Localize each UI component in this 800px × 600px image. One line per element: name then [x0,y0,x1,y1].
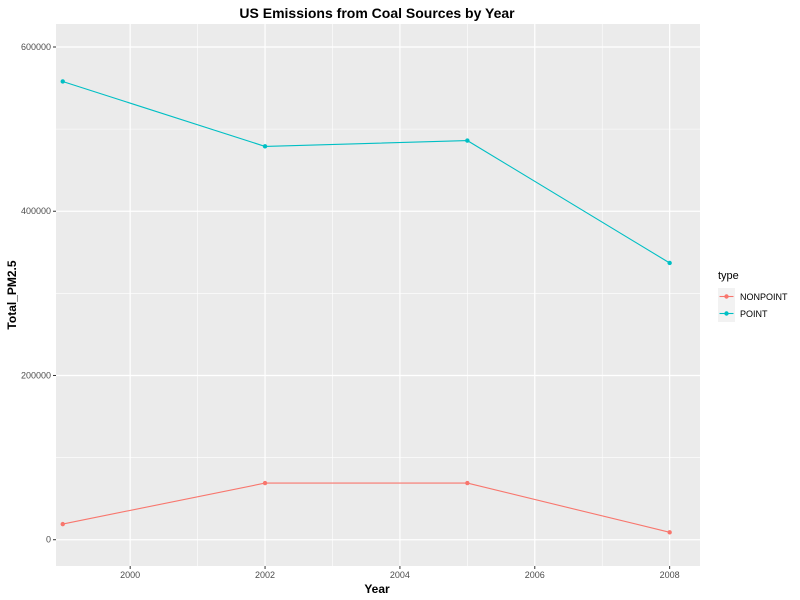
grid-layer [56,24,700,566]
nonpoint-series-line [62,482,670,533]
point-data-point [667,260,672,266]
legend-title: type [718,270,739,282]
nonpoint-legend-point [724,294,729,299]
y-tick-label: 600000 [21,42,51,52]
series-layer [60,79,672,535]
plot-panel [56,24,700,566]
point-legend-label: POINT [740,309,768,319]
point-data-point [465,138,470,143]
x-tick-label: 2006 [525,570,545,580]
y-axis-title: Total_PM2.5 [5,260,19,329]
tick-layer: 2000 2002 2004 2006 2008 0 200000 400000 600000 [21,42,680,580]
nonpoint-data-point [60,521,65,527]
legend-items: NONPOINT POINT [718,288,788,322]
nonpoint-legend-label: NONPOINT [740,292,788,302]
x-tick-label: 2004 [390,570,410,580]
legend: type NONPOINT POINT [718,270,788,322]
x-axis-title: Year [364,582,390,596]
y-tick-label: 0 [46,535,51,545]
nonpoint-data-point [262,480,268,486]
point-legend-point [724,311,729,316]
y-tick-label: 200000 [21,370,51,380]
point-data-point [262,144,268,149]
nonpoint-data-point [465,480,470,486]
y-tick-label: 400000 [21,206,51,216]
chart-title: US Emissions from Coal Sources by Year [239,5,515,21]
x-tick-label: 2002 [255,570,275,580]
x-tick-label: 2008 [660,570,680,580]
nonpoint-data-point [667,530,672,535]
x-tick-label: 2000 [120,570,140,580]
point-data-point [60,79,65,84]
point-series-line [62,80,670,264]
